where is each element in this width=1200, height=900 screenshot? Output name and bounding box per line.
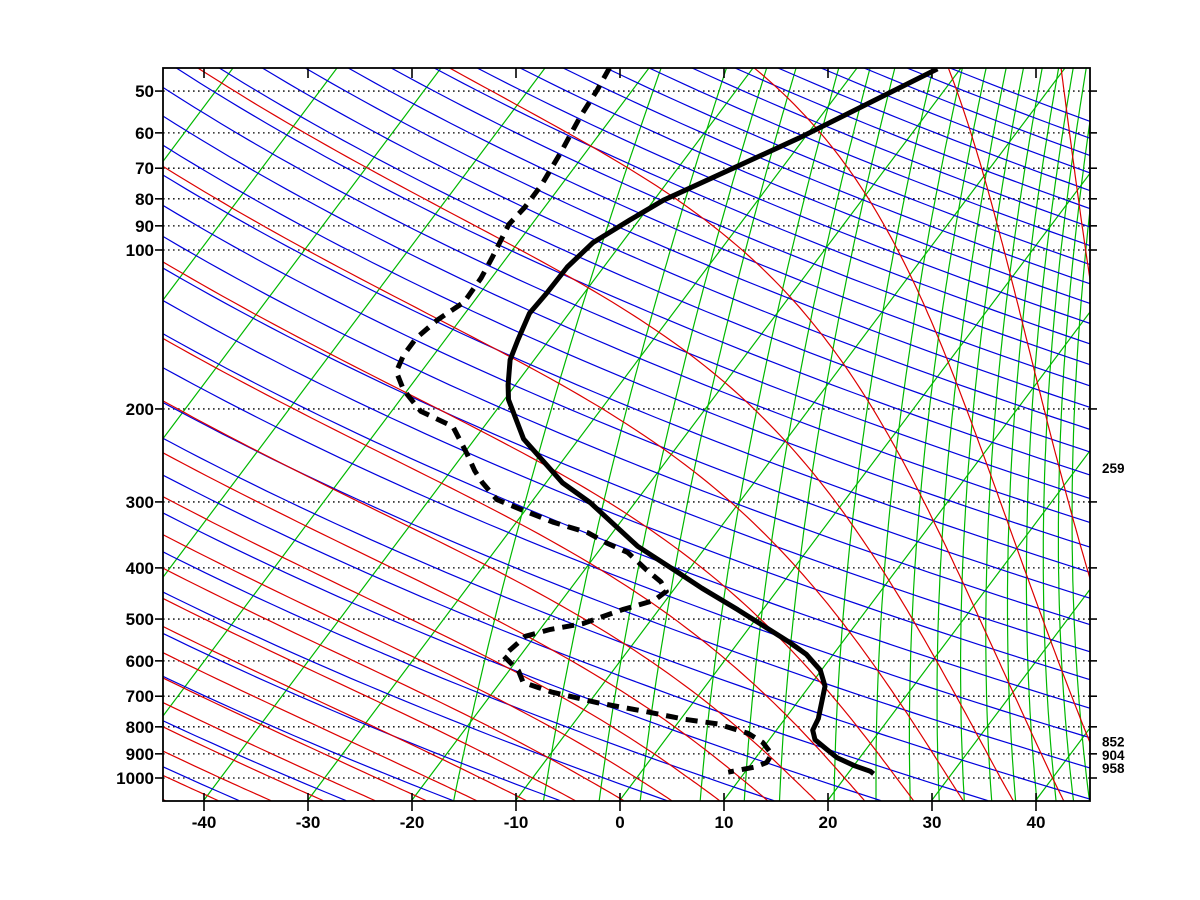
svg-text:200: 200	[126, 400, 154, 419]
svg-text:259: 259	[1102, 461, 1125, 476]
svg-text:800: 800	[126, 718, 154, 737]
svg-text:20: 20	[819, 813, 838, 832]
svg-text:-10: -10	[504, 813, 529, 832]
mixing-ratio-lines	[453, 68, 1090, 801]
svg-text:852: 852	[1102, 734, 1125, 749]
svg-text:40: 40	[1027, 813, 1046, 832]
svg-text:900: 900	[126, 745, 154, 764]
svg-text:-40: -40	[192, 813, 217, 832]
svg-text:30: 30	[923, 813, 942, 832]
svg-text:10: 10	[715, 813, 734, 832]
svg-text:904: 904	[1102, 748, 1125, 763]
svg-text:-20: -20	[400, 813, 425, 832]
svg-text:90: 90	[135, 217, 154, 236]
svg-text:80: 80	[135, 190, 154, 209]
svg-text:600: 600	[126, 652, 154, 671]
dewpoint-profile-line	[393, 68, 775, 775]
temperature-tick-labels: -40 -30 -20 -10 0 10 20 30 40	[192, 813, 1046, 832]
temperature-profile-line	[505, 68, 939, 776]
svg-text:400: 400	[126, 559, 154, 578]
svg-text:300: 300	[126, 493, 154, 512]
plot-border	[162, 67, 1091, 802]
dry-adiabat-lines	[163, 68, 1090, 801]
svg-text:50: 50	[135, 82, 154, 101]
pressure-tick-labels: 50 60 70 80 90 100 200 300 400 500 600 700 800 900 100…	[116, 82, 154, 788]
svg-text:60: 60	[135, 124, 154, 143]
svg-text:70: 70	[135, 159, 154, 178]
svg-text:-30: -30	[296, 813, 321, 832]
svg-text:500: 500	[126, 610, 154, 629]
svg-text:100: 100	[126, 241, 154, 260]
moist-adiabat-lines	[163, 68, 1090, 801]
isotherm-lines	[163, 68, 1090, 801]
svg-text:958: 958	[1102, 761, 1125, 776]
svg-text:0: 0	[615, 813, 624, 832]
svg-text:1000: 1000	[116, 769, 154, 788]
svg-text:700: 700	[126, 687, 154, 706]
